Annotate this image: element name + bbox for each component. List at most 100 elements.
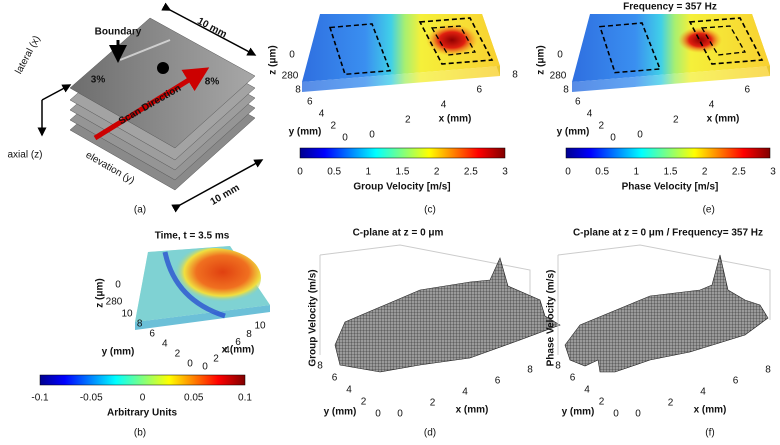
axis-label: Phase Velocity (m/s) <box>546 270 557 367</box>
x-tick-label: 4 <box>709 100 715 111</box>
axis-label: y (mm) <box>562 407 595 418</box>
y-tick-label: 4 <box>346 385 352 396</box>
block-b <box>135 246 270 330</box>
z-tick-label: 0 <box>557 50 563 61</box>
y-tick-label: 6 <box>332 373 338 384</box>
annotation: 3% <box>91 75 106 86</box>
panel-label: (c) <box>424 205 436 216</box>
y-tick-label: 2 <box>175 349 181 360</box>
colorbar-tick-label: 1 <box>634 167 640 178</box>
surface-f <box>557 244 771 373</box>
x-tick-label: 2 <box>213 353 219 364</box>
x-tick-label: 6 <box>235 337 241 348</box>
y-tick-label: 2 <box>330 121 336 132</box>
colorbar-e <box>565 147 771 159</box>
y-tick-label: 4 <box>584 385 590 396</box>
panel-label: (a) <box>134 205 146 216</box>
z-tick-label: 280 <box>106 297 123 308</box>
axis-label: y (mm) <box>289 127 322 138</box>
colorbar-label: Phase Velocity [m/s] <box>622 182 719 193</box>
block-e <box>572 14 770 92</box>
colorbar-tick-label: 1.5 <box>664 167 678 178</box>
axis-label: Group Velocity (m/s) <box>308 269 319 366</box>
x-tick-label: 0 <box>635 409 641 420</box>
y-tick-label: 4 <box>162 339 168 350</box>
annotation: axial (z) <box>7 150 42 161</box>
annotation: lateral (x) <box>13 34 42 76</box>
annotation: 10 mm <box>195 16 228 41</box>
x-tick-label: 8 <box>527 365 533 376</box>
y-tick-label: 6 <box>307 97 313 108</box>
colorbar-tick-label: 3 <box>502 167 508 178</box>
y-tick-label: 0 <box>613 409 619 420</box>
slice-stack <box>37 2 264 213</box>
x-tick-label: 0 <box>397 409 403 420</box>
colorbar-tick-label: -0.05 <box>80 393 103 404</box>
axis-label: y (mm) <box>102 347 135 358</box>
panel-label: (d) <box>424 428 436 439</box>
colorbar-tick-label: 2.5 <box>464 167 478 178</box>
x-tick-label: 6 <box>744 85 750 96</box>
x-tick-label: 6 <box>733 376 739 387</box>
colorbar-tick-label: 0 <box>140 393 146 404</box>
y-tick-label: 0 <box>610 133 616 144</box>
colorbar-label: Group Velocity [m/s] <box>353 182 450 193</box>
panel-title: Frequency = 357 Hz <box>623 2 717 13</box>
x-tick-label: 4 <box>224 345 230 356</box>
colorbar-tick-label: 2 <box>702 167 708 178</box>
y-tick-label: 4 <box>587 109 593 120</box>
x-tick-label: 2 <box>430 398 436 409</box>
y-tick-label: 6 <box>570 373 576 384</box>
panel-title: Time, t = 3.5 ms <box>155 231 230 242</box>
x-tick-label: 8 <box>765 365 771 376</box>
annotation: 8% <box>205 77 220 88</box>
y-tick-label: 8 <box>137 319 143 330</box>
y-tick-label: 10 <box>121 309 133 320</box>
axis-label: z (μm) <box>268 45 279 74</box>
annotation: Boundary <box>95 27 142 38</box>
colorbar-tick-label: 0.1 <box>238 393 252 404</box>
colorbar-tick-label: 1 <box>366 167 372 178</box>
y-tick-label: 8 <box>317 361 323 372</box>
x-tick-label: 0 <box>202 362 208 373</box>
colorbar-b <box>39 374 246 386</box>
colorbar-tick-label: 0.05 <box>184 393 204 404</box>
axis-label: x (mm) <box>222 345 255 356</box>
z-tick-label: 280 <box>282 71 299 82</box>
x-tick-label: 2 <box>405 115 411 126</box>
x-tick-label: 4 <box>700 387 706 398</box>
block-c <box>302 14 500 92</box>
x-tick-label: 2 <box>673 115 679 126</box>
panel-label: (f) <box>705 428 714 439</box>
axis-label: y (mm) <box>324 407 357 418</box>
y-tick-label: 8 <box>555 361 561 372</box>
y-tick-label: 2 <box>361 397 367 408</box>
y-tick-label: 8 <box>563 85 569 96</box>
surface-d <box>319 244 561 373</box>
x-tick-label: 4 <box>462 387 468 398</box>
colorbar-label: Arbitrary Units <box>107 408 177 419</box>
axis-label: x (mm) <box>456 405 489 416</box>
y-tick-label: 6 <box>575 97 581 108</box>
y-tick-label: 8 <box>295 85 301 96</box>
colorbar-tick-label: 1.5 <box>396 167 410 178</box>
z-tick-label: 0 <box>115 280 121 291</box>
y-tick-label: 2 <box>599 397 605 408</box>
axis-label: x (mm) <box>707 114 740 125</box>
colorbar-tick-label: 3 <box>770 167 776 178</box>
colorbar-tick-label: 0 <box>565 167 571 178</box>
axis-label: z (μm) <box>536 45 547 74</box>
y-tick-label: 0 <box>187 359 193 370</box>
axis-label: y (mm) <box>557 127 590 138</box>
y-tick-label: 2 <box>598 121 604 132</box>
y-tick-label: 0 <box>375 409 381 420</box>
x-tick-label: 8 <box>512 70 518 81</box>
colorbar-tick-label: 0.5 <box>327 167 341 178</box>
panel-title: C-plane at z = 0 μm / Frequency= 357 Hz <box>573 228 763 239</box>
panel-label: (b) <box>134 428 146 439</box>
x-tick-label: 6 <box>476 85 482 96</box>
colorbar-tick-label: 2.5 <box>732 167 746 178</box>
colorbar-tick-label: -0.1 <box>31 393 49 404</box>
y-tick-label: 6 <box>149 329 155 340</box>
x-tick-label: 0 <box>369 130 375 141</box>
